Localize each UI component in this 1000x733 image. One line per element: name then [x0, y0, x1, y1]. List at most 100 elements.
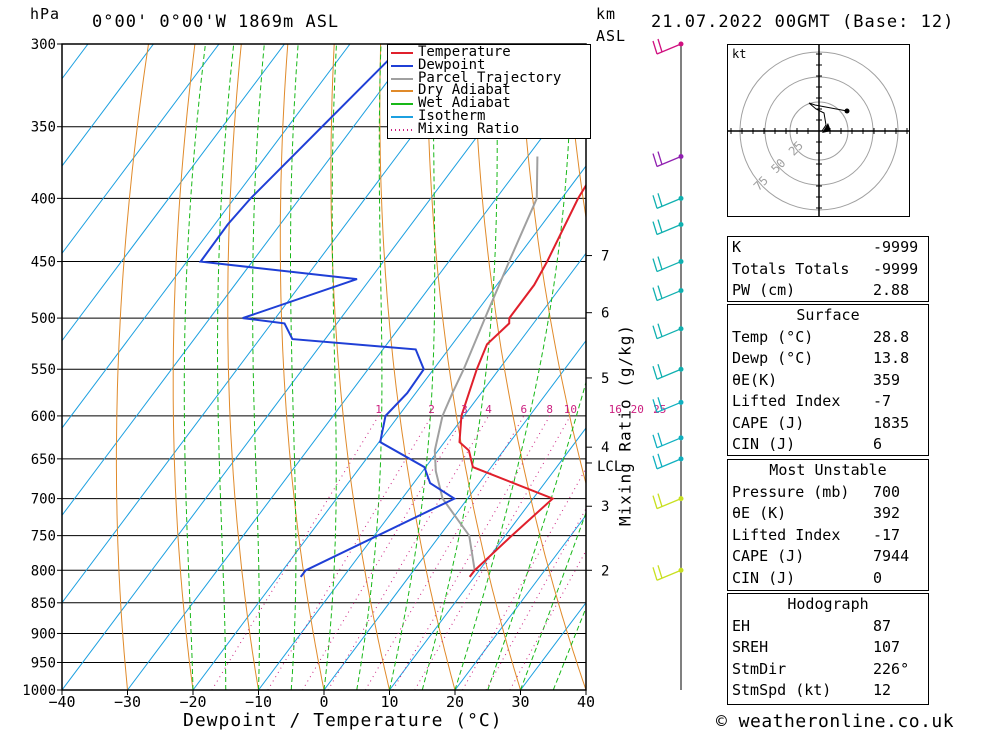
index-value: -9999 [873, 259, 919, 278]
index-row: θE(K) 359 [728, 370, 928, 392]
index-row: EH 87 [728, 616, 928, 638]
dry-adiabat-line [938, 44, 1000, 690]
legend-entry: Wet Adiabat [388, 95, 588, 111]
isotherm-line [62, 44, 220, 255]
index-value: 12 [873, 681, 892, 699]
wind-barb [652, 453, 684, 470]
wind-barb-flag [652, 399, 658, 413]
index-label: Lifted Index [732, 392, 841, 410]
index-row: StmDir 226° [728, 659, 928, 681]
lcl-label: LCL [597, 459, 622, 475]
wind-barb [652, 565, 684, 581]
index-value: 107 [873, 638, 901, 656]
wind-barb-staff [656, 260, 682, 273]
mixing-ratio-label: 4 [485, 403, 492, 416]
index-row: K -9999 [728, 237, 928, 259]
wind-barb-flag [652, 287, 658, 301]
index-label: CAPE (J) [732, 413, 805, 432]
mixing-ratio-label: 1 [375, 403, 382, 416]
dry-adiabat-line [379, 44, 456, 690]
wet-adiabat-line [323, 44, 337, 690]
index-value: 2.88 [873, 281, 910, 299]
wind-barb-staff [656, 197, 682, 209]
temperature-tick-label: −10 [245, 693, 272, 711]
index-row: Temp (°C) 28.8 [728, 327, 928, 349]
mixing-ratio-label: 6 [520, 403, 527, 416]
wind-barb [652, 364, 684, 380]
index-label: CAPE (J) [732, 547, 805, 565]
dry-adiabat-line [519, 44, 586, 486]
index-row: CAPE (J) 7944 [728, 546, 928, 568]
pressure-tick-label: 600 [31, 409, 56, 425]
legend-swatch [391, 90, 413, 93]
legend-entry: Mixing Ratio [388, 121, 588, 137]
wind-barb-flag [657, 432, 663, 447]
index-value: 226° [873, 659, 910, 678]
wind-barb-flag [657, 193, 663, 207]
wind-barb-dot [678, 456, 684, 462]
wind-barb-dot [678, 496, 684, 502]
temperature-tick-label: 10 [380, 693, 398, 711]
pressure-tick-label: 900 [31, 626, 56, 642]
index-label: CIN (J) [732, 568, 796, 587]
wet-adiabat-line [252, 44, 265, 690]
dry-adiabat-line [426, 44, 521, 690]
wind-barb-flag [657, 453, 663, 468]
pressure-unit-label: hPa [30, 5, 61, 23]
wind-barb-dot [678, 435, 684, 441]
isotherm-line [323, 339, 586, 690]
pressure-tick-label: 400 [31, 191, 56, 207]
wind-barb [652, 151, 684, 168]
index-label: θE (K) [732, 504, 787, 522]
pressure-tick-label: 800 [31, 563, 56, 579]
wind-barb-flag [652, 258, 658, 272]
wet-adiabat-line [454, 44, 573, 690]
index-label: Pressure (mb) [732, 482, 850, 501]
temperature-tick-label: 0 [319, 693, 328, 711]
credit-link[interactable]: © weatheronline.co.uk [716, 711, 955, 732]
dry-adiabat-line [172, 44, 196, 690]
index-label: CIN (J) [732, 435, 796, 453]
mixing-ratio-line [509, 549, 586, 690]
legend-entry: Dewpoint [388, 57, 588, 73]
index-row: Pressure (mb) 700 [728, 482, 928, 504]
surface-panel: Surface Temp (°C) 28.8 Dewp (°C) 13.8 θE(K) 35… [727, 304, 929, 456]
asl-label: ASL [596, 27, 627, 45]
mixing-ratio-label: 25 [653, 403, 666, 416]
mixing-ratio-line [211, 415, 379, 690]
parcel-trajectory-line [433, 156, 539, 578]
index-label: Temp (°C) [732, 327, 814, 346]
wet-adiabat-line [356, 44, 383, 690]
pressure-tick-label: 300 [31, 37, 56, 53]
isotherm-line [389, 427, 586, 690]
wind-barb-flag [657, 256, 663, 270]
wind-barb-flag [657, 364, 663, 378]
hodograph-panel: 25 50 75 kt [727, 42, 910, 220]
isotherm-line [62, 44, 154, 167]
wind-barb-dot [678, 567, 684, 573]
legend-swatch [391, 64, 413, 67]
wind-barb-flag [652, 195, 658, 209]
legend-label: Isotherm [418, 108, 486, 124]
wind-barb-staff [656, 289, 682, 302]
pressure-tick-label: 850 [31, 596, 56, 612]
index-label: Lifted Index [732, 525, 841, 544]
legend-entry: Parcel Trajectory [388, 70, 588, 86]
legend-swatch [391, 116, 413, 118]
storm-motion-marker [822, 123, 831, 133]
isotherm-line [62, 44, 482, 604]
pressure-tick-label: 450 [31, 255, 56, 271]
index-label: θE(K) [732, 370, 778, 389]
panel-title: Surface [796, 306, 860, 324]
index-row: Totals Totals -9999 [728, 259, 928, 281]
wind-barb-dot [678, 222, 684, 228]
pressure-tick-label: 650 [31, 452, 56, 468]
mixing-ratio-axis-label: Mixing Ratio (g/kg) [615, 323, 635, 527]
wind-barb-flag [657, 219, 663, 233]
wet-adiabat-line [290, 44, 299, 690]
km-tick-label: 6 [601, 306, 609, 322]
wind-barb-staff [656, 223, 682, 236]
index-value: 6 [873, 435, 883, 453]
wind-barb [652, 219, 684, 236]
wind-barb-staff [656, 368, 682, 380]
